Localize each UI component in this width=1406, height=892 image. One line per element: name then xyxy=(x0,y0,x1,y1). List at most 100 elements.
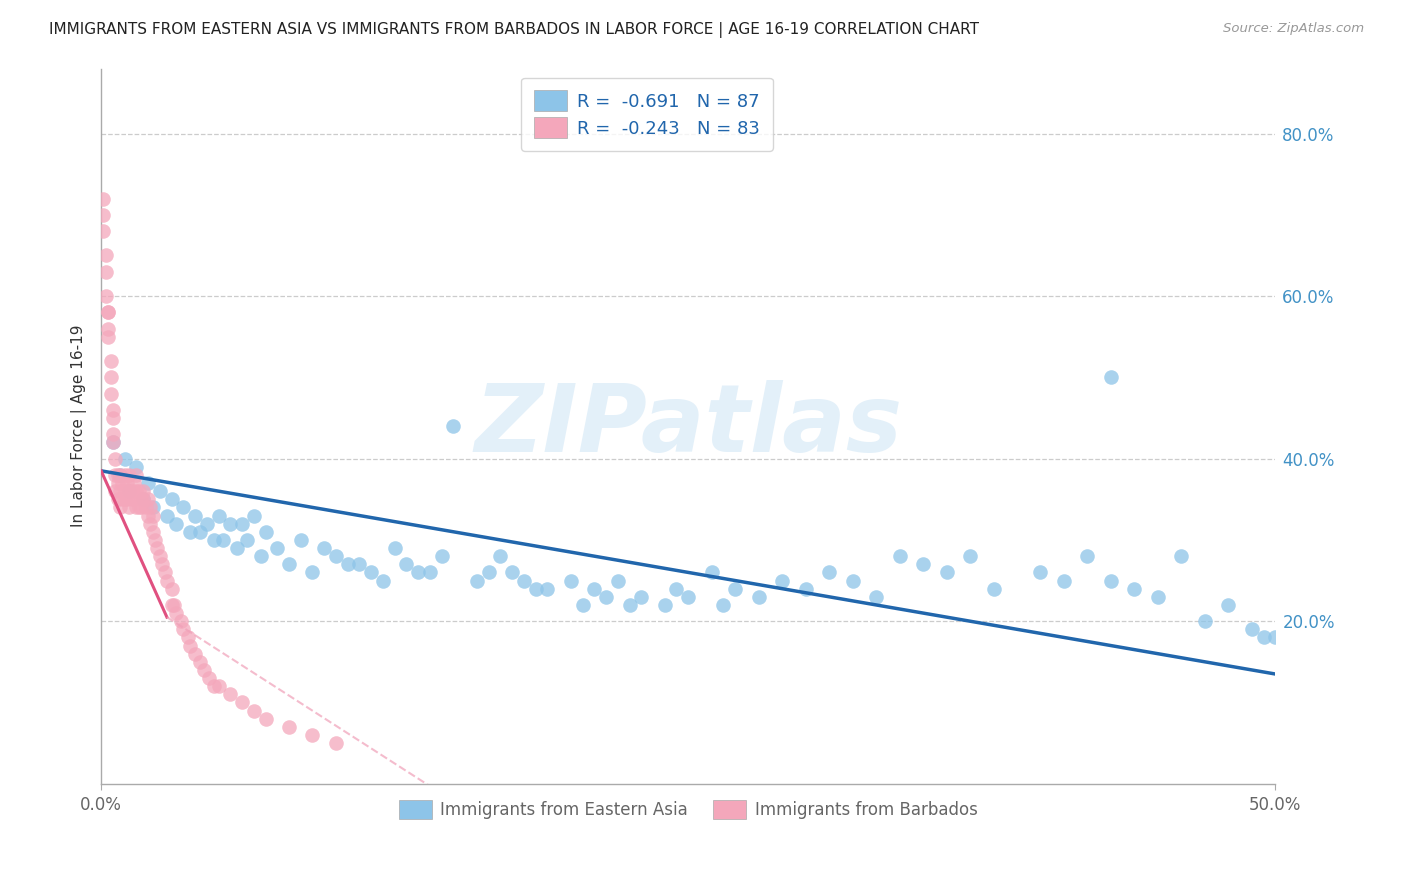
Point xyxy=(93,208,115,222)
Point xyxy=(177,631,200,645)
Point xyxy=(160,598,183,612)
Point xyxy=(231,696,253,710)
Point xyxy=(170,614,193,628)
Point xyxy=(188,655,211,669)
Text: IMMIGRANTS FROM EASTERN ASIA VS IMMIGRANTS FROM BARBADOS IN LABOR FORCE | AGE 16: IMMIGRANTS FROM EASTERN ASIA VS IMMIGRAN… xyxy=(49,22,979,38)
Point xyxy=(207,679,229,693)
Point xyxy=(97,305,120,319)
Point xyxy=(94,265,117,279)
Point xyxy=(290,533,312,547)
Point xyxy=(143,533,166,547)
Point xyxy=(179,639,201,653)
Point xyxy=(198,671,221,685)
Point xyxy=(202,533,225,547)
Point xyxy=(595,590,617,604)
Point xyxy=(165,516,187,531)
Point xyxy=(122,492,145,507)
Point xyxy=(107,467,129,482)
Point xyxy=(172,623,194,637)
Point xyxy=(1253,631,1275,645)
Point xyxy=(142,524,165,539)
Point xyxy=(128,484,150,499)
Point xyxy=(121,484,143,499)
Point xyxy=(160,582,183,596)
Point xyxy=(1264,631,1286,645)
Point xyxy=(132,492,155,507)
Point xyxy=(125,484,148,499)
Point xyxy=(254,712,277,726)
Point xyxy=(139,516,162,531)
Point xyxy=(889,549,911,564)
Point xyxy=(1218,598,1240,612)
Point xyxy=(125,500,148,515)
Point xyxy=(97,329,120,343)
Point xyxy=(195,516,218,531)
Point xyxy=(349,558,371,572)
Point xyxy=(100,370,122,384)
Point xyxy=(536,582,558,596)
Point xyxy=(132,484,155,499)
Point xyxy=(136,508,159,523)
Point xyxy=(153,566,176,580)
Point xyxy=(226,541,249,555)
Point xyxy=(129,492,152,507)
Point xyxy=(111,492,134,507)
Y-axis label: In Labor Force | Age 16-19: In Labor Force | Age 16-19 xyxy=(72,325,87,527)
Point xyxy=(172,500,194,515)
Point xyxy=(406,566,429,580)
Point xyxy=(129,500,152,515)
Point xyxy=(118,500,141,515)
Point xyxy=(93,224,115,238)
Point xyxy=(101,427,124,442)
Point xyxy=(104,451,127,466)
Point xyxy=(114,467,136,482)
Point xyxy=(384,541,406,555)
Point xyxy=(142,500,165,515)
Point xyxy=(1194,614,1216,628)
Point xyxy=(136,476,159,491)
Point xyxy=(571,598,593,612)
Point xyxy=(122,476,145,491)
Point xyxy=(325,736,347,750)
Point xyxy=(1147,590,1170,604)
Point xyxy=(142,508,165,523)
Point xyxy=(912,558,935,572)
Point xyxy=(314,541,336,555)
Point xyxy=(713,598,735,612)
Point xyxy=(478,566,501,580)
Point xyxy=(160,492,183,507)
Point xyxy=(128,500,150,515)
Point xyxy=(430,549,453,564)
Point xyxy=(111,476,134,491)
Point xyxy=(108,467,131,482)
Point xyxy=(163,598,186,612)
Point xyxy=(301,728,323,742)
Point xyxy=(419,566,441,580)
Point xyxy=(115,476,138,491)
Point xyxy=(254,524,277,539)
Point xyxy=(107,492,129,507)
Point xyxy=(266,541,288,555)
Point xyxy=(132,492,155,507)
Point xyxy=(235,533,257,547)
Point xyxy=(136,492,159,507)
Point xyxy=(748,590,770,604)
Point xyxy=(465,574,488,588)
Point xyxy=(1123,582,1146,596)
Point xyxy=(114,451,136,466)
Point xyxy=(301,566,323,580)
Legend: Immigrants from Eastern Asia, Immigrants from Barbados: Immigrants from Eastern Asia, Immigrants… xyxy=(392,793,984,825)
Point xyxy=(441,419,464,434)
Point xyxy=(242,508,264,523)
Point xyxy=(219,516,242,531)
Point xyxy=(524,582,547,596)
Point xyxy=(114,492,136,507)
Point xyxy=(101,411,124,425)
Point xyxy=(676,590,699,604)
Point xyxy=(156,574,179,588)
Point xyxy=(104,484,127,499)
Point xyxy=(149,484,172,499)
Point xyxy=(336,558,359,572)
Point xyxy=(101,435,124,450)
Point xyxy=(250,549,273,564)
